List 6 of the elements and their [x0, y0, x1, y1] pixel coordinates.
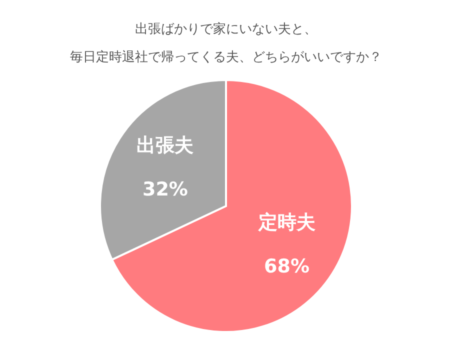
text: 出張ばかりで家にいない夫と、	[135, 22, 317, 37]
slice-label: 出張夫	[136, 134, 194, 156]
slice-label: 定時夫	[257, 212, 316, 234]
data-label: 32%	[142, 178, 188, 200]
data-label: 68%	[264, 256, 310, 278]
text: 毎日定時退社で帰ってくる夫、どちらがいいですか？	[70, 50, 382, 65]
